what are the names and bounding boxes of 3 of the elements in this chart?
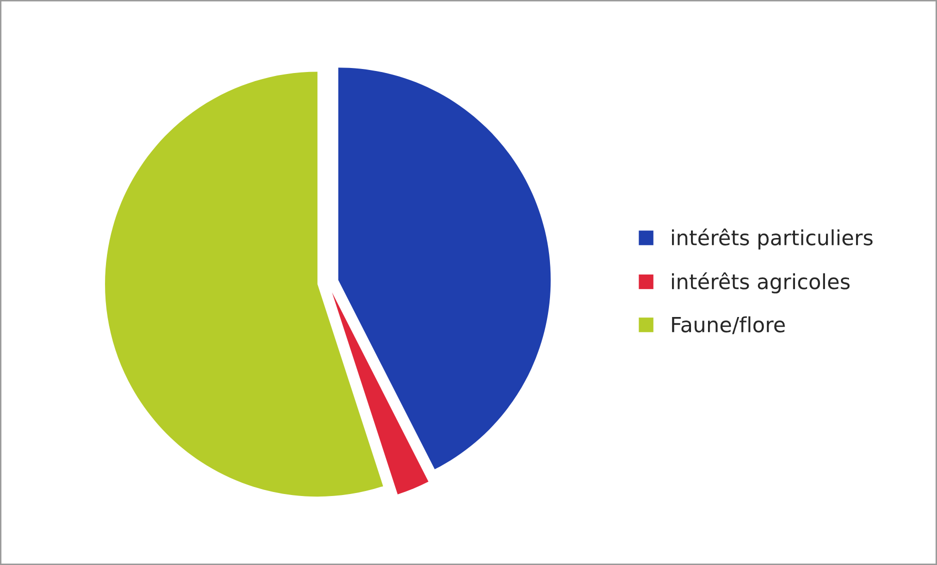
legend-label: intérêts agricoles [672,272,850,294]
legend-label: Faune/flore [672,316,785,334]
legend-label: intérêts particuliers [672,228,873,250]
